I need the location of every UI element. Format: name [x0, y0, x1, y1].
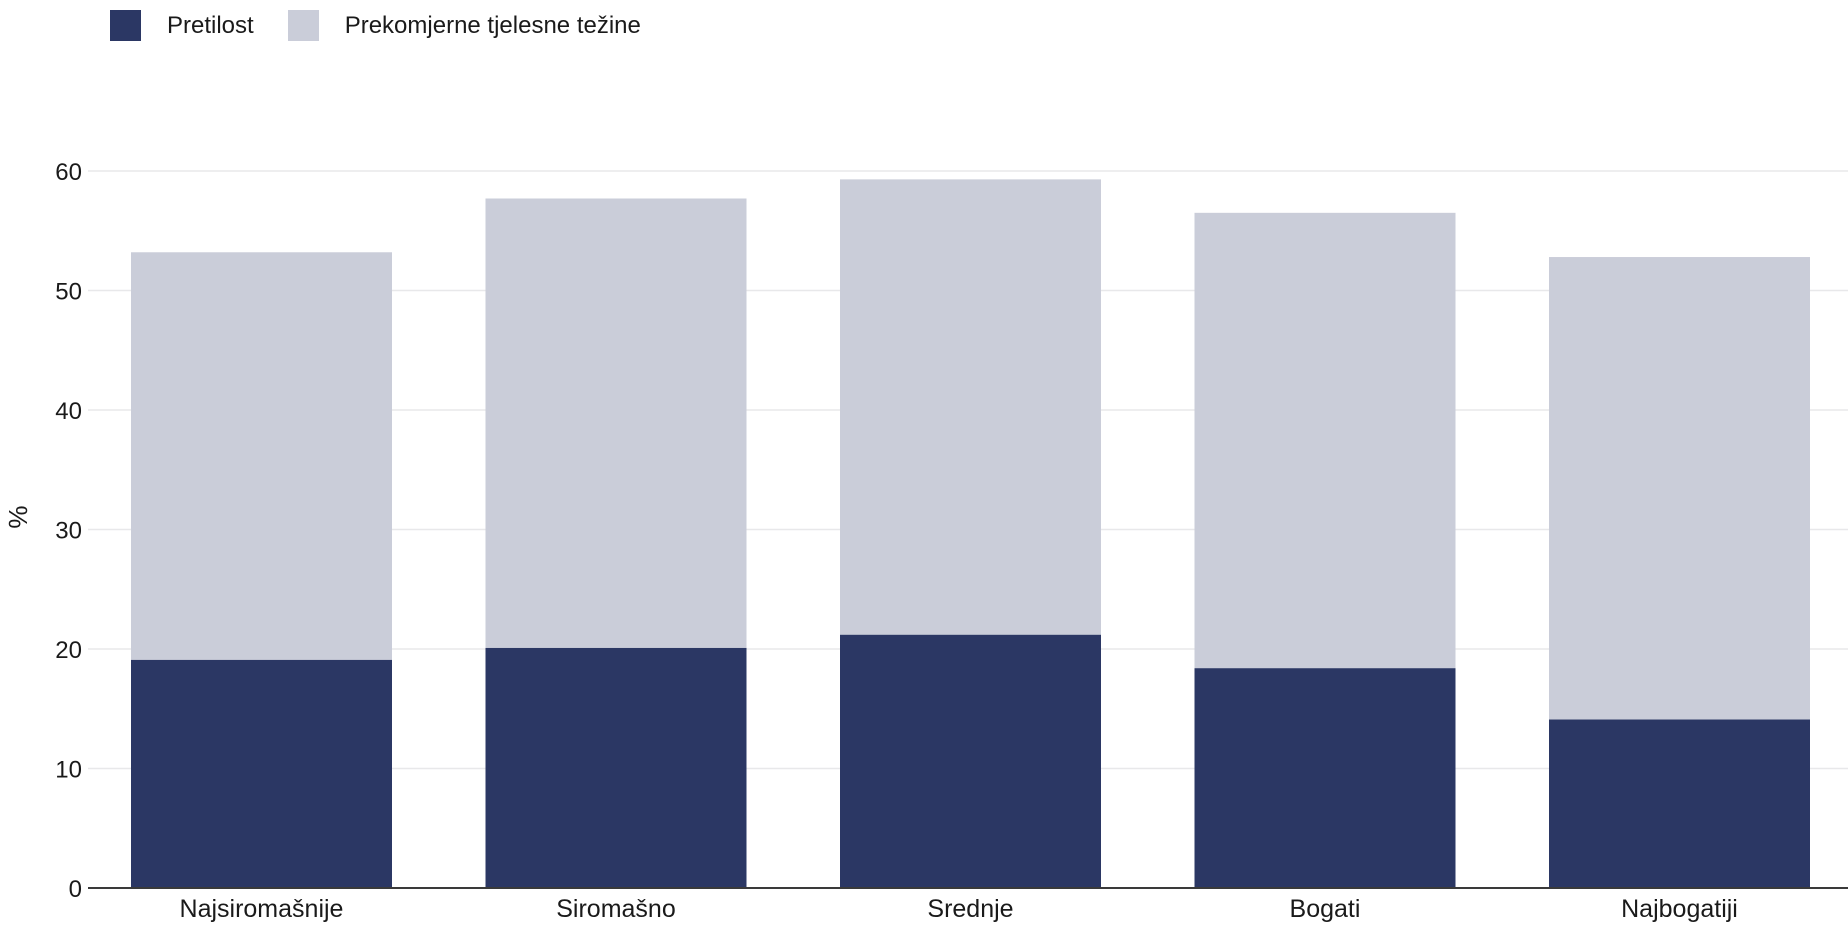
x-category-label-4: Najbogatiji: [1621, 895, 1738, 923]
y-tick-label-60: 60: [55, 159, 82, 186]
bar-prekomjerne-3: [1195, 213, 1456, 668]
bar-pretilost-3: [1195, 668, 1456, 888]
y-tick-label-0: 0: [69, 876, 82, 903]
bar-prekomjerne-0: [131, 252, 392, 659]
bar-prekomjerne-1: [486, 198, 747, 647]
y-axis-title: %: [3, 505, 33, 528]
y-tick-label-40: 40: [55, 398, 82, 425]
y-tick-label-20: 20: [55, 637, 82, 664]
bar-pretilost-2: [840, 635, 1101, 888]
bar-layer: [131, 179, 1810, 888]
bar-prekomjerne-2: [840, 179, 1101, 634]
x-category-label-1: Siromašno: [556, 895, 676, 923]
x-category-label-2: Srednje: [927, 895, 1013, 923]
x-category-label-0: Najsiromašnije: [180, 895, 344, 923]
bar-pretilost-4: [1549, 720, 1810, 888]
bar-prekomjerne-4: [1549, 257, 1810, 719]
y-tick-label-30: 30: [55, 518, 82, 545]
y-tick-label-10: 10: [55, 757, 82, 784]
bar-pretilost-0: [131, 660, 392, 888]
bar-pretilost-1: [486, 648, 747, 888]
y-tick-label-50: 50: [55, 279, 82, 306]
x-category-label-3: Bogati: [1290, 895, 1361, 923]
